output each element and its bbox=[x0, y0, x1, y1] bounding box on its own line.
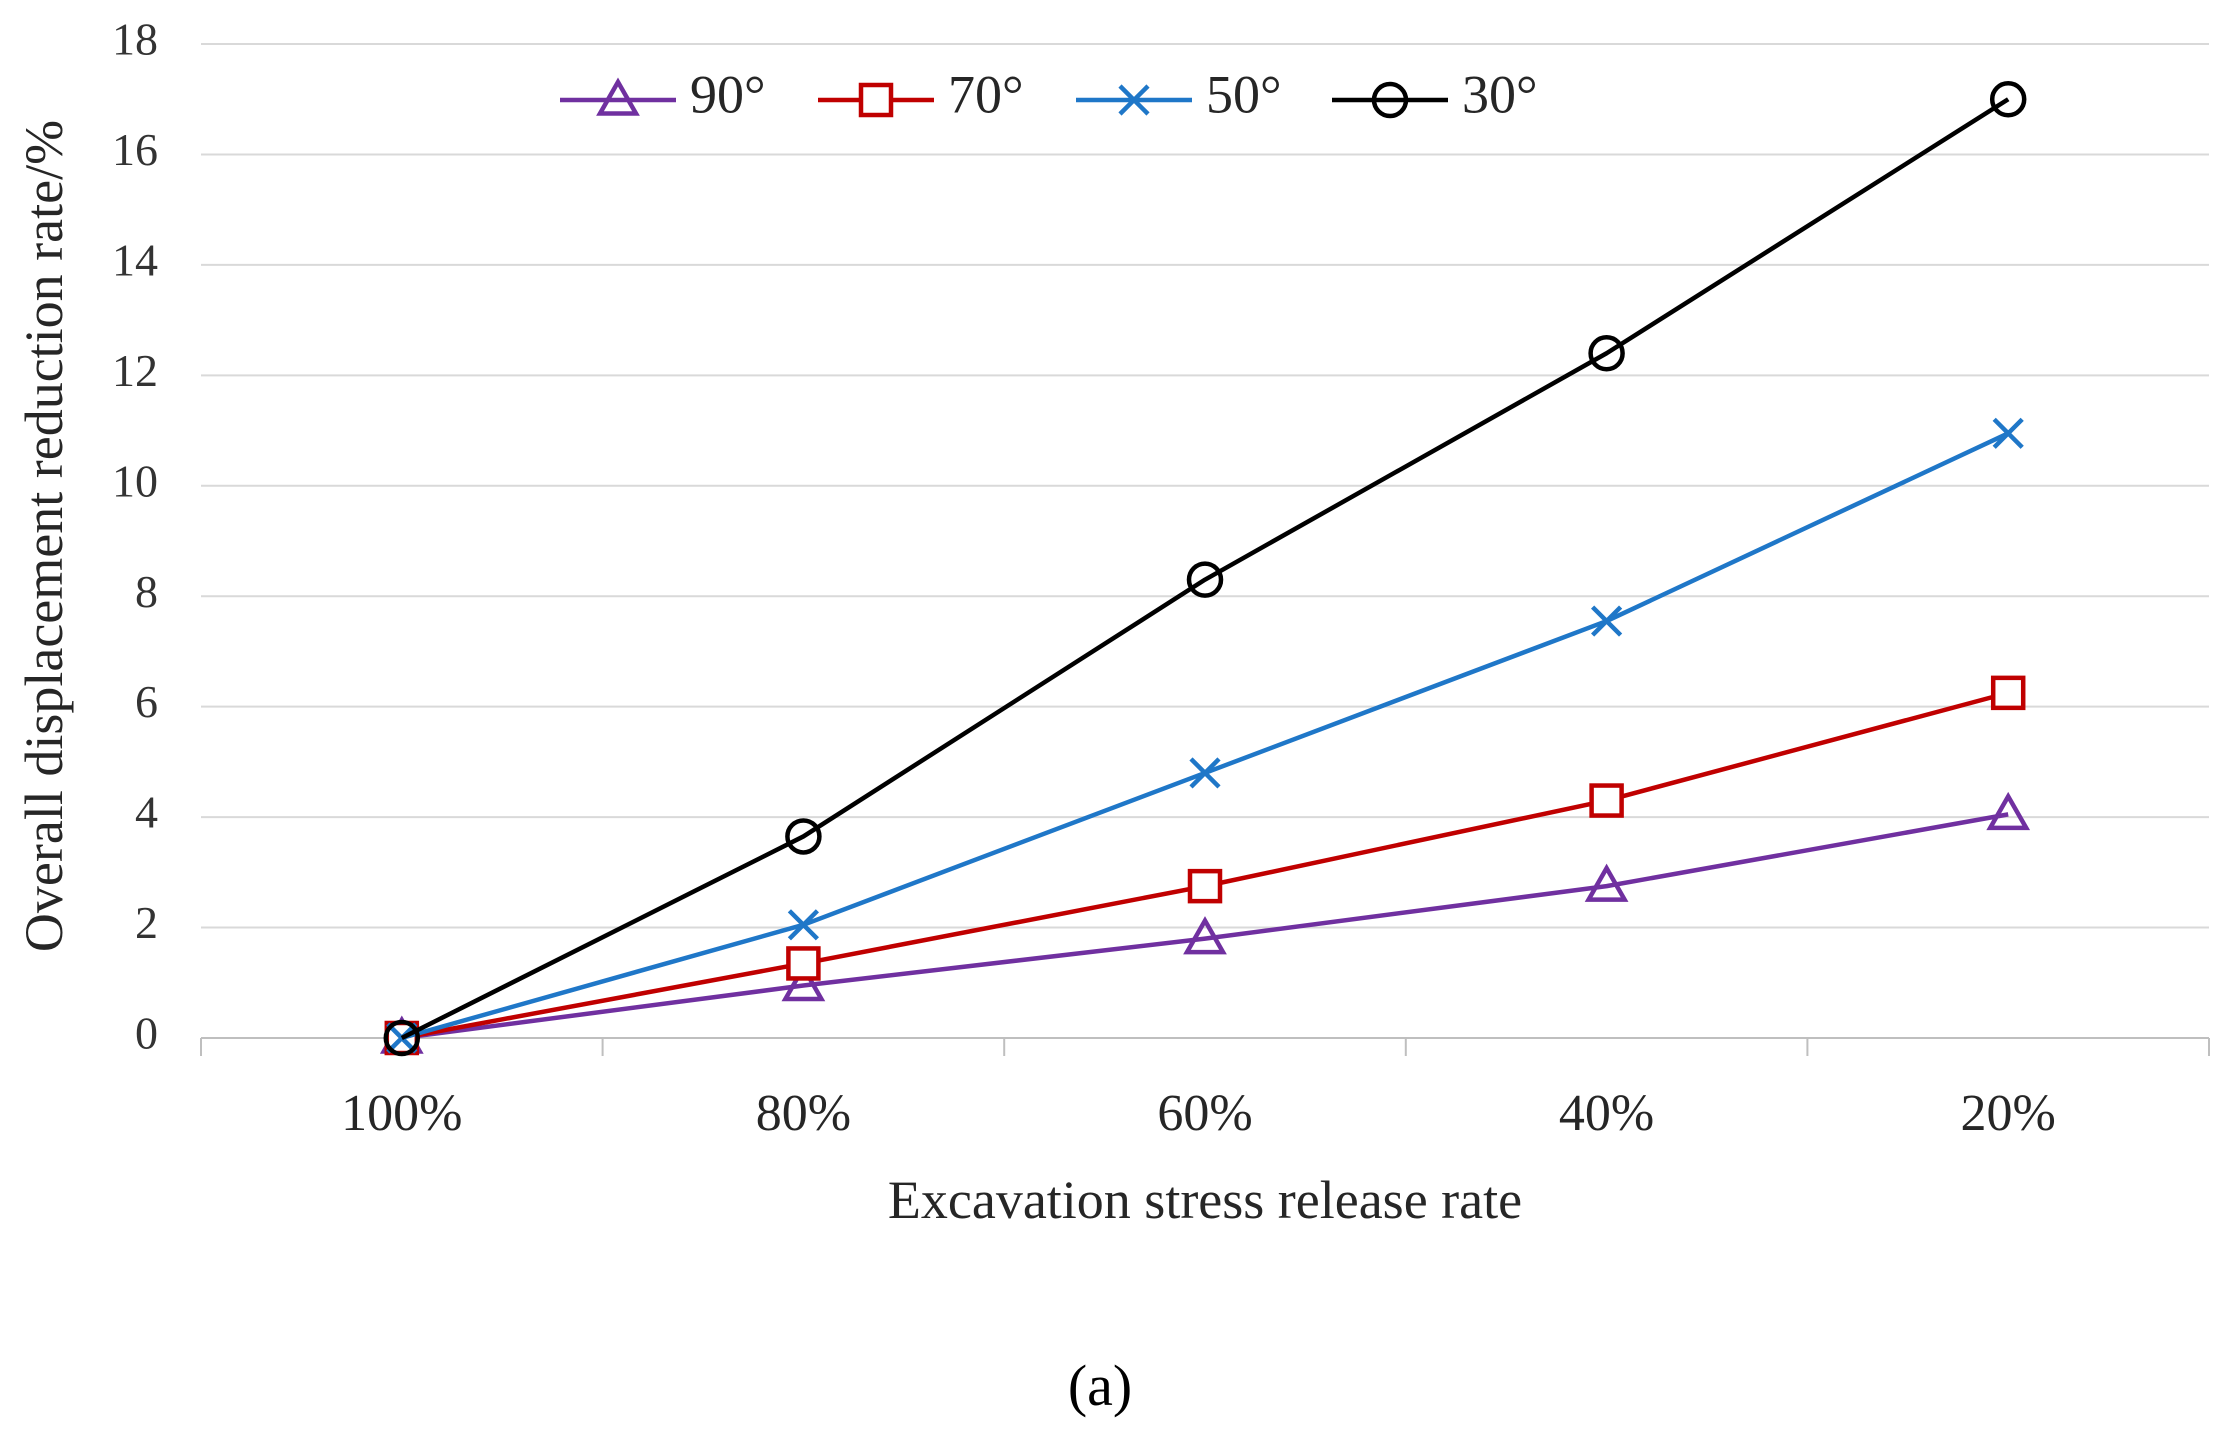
data-point-3-3 bbox=[1588, 334, 1625, 372]
data-point-2-2 bbox=[1189, 757, 1221, 789]
y-axis-title: Overall displacement reduction rate/% bbox=[14, 120, 74, 952]
data-point-3-2 bbox=[1186, 561, 1224, 598]
figure-caption: (a) bbox=[1068, 1353, 1132, 1418]
x-axis: 100% 80% 60% 40% 20% bbox=[200, 1037, 2210, 1142]
legend-label-3: 30° bbox=[1462, 64, 1538, 124]
data-point-1-2 bbox=[1187, 868, 1223, 904]
data-point-0-2 bbox=[1183, 916, 1227, 955]
legend-label-0: 90° bbox=[690, 64, 766, 124]
series-3 bbox=[383, 80, 2027, 1057]
gridlines bbox=[201, 43, 2209, 929]
y-tick-label-6: 6 bbox=[135, 676, 158, 727]
y-axis: 0 2 4 6 8 10 12 14 16 18 bbox=[112, 14, 158, 1059]
y-tick-label-16: 16 bbox=[112, 124, 158, 175]
data-point-0-3 bbox=[1584, 863, 1629, 902]
legend-label-1: 70° bbox=[948, 64, 1024, 124]
series-2 bbox=[386, 417, 2024, 1054]
x-tick-label-4: 20% bbox=[1961, 1085, 2056, 1142]
data-point-1-1 bbox=[786, 946, 821, 981]
y-tick-label-18: 18 bbox=[112, 14, 158, 65]
data-point-1-4 bbox=[1990, 675, 2026, 711]
data-point-3-4 bbox=[1989, 80, 2027, 118]
x-axis-title: Excavation stress release rate bbox=[888, 1170, 1522, 1230]
data-point-3-0 bbox=[383, 1019, 421, 1057]
legend-marker-2 bbox=[1118, 84, 1150, 116]
data-point-0-1 bbox=[781, 963, 826, 1002]
data-point-2-1 bbox=[787, 909, 819, 941]
legend-label-2: 50° bbox=[1206, 64, 1282, 124]
x-tick-label-0: 100% bbox=[341, 1085, 462, 1142]
data-point-2-3 bbox=[1591, 605, 1623, 637]
y-tick-label-14: 14 bbox=[112, 234, 158, 285]
data-point-3-1 bbox=[785, 818, 822, 855]
legend: 90° 70° 50° 30° bbox=[560, 64, 1538, 124]
legend-item-2: 50° bbox=[1076, 64, 1282, 124]
series-1 bbox=[384, 675, 2026, 1056]
legend-marker-1 bbox=[858, 82, 894, 118]
series-line-0 bbox=[401, 812, 2009, 1041]
x-tick-label-3: 40% bbox=[1559, 1085, 1654, 1142]
data-point-2-4 bbox=[1992, 417, 2024, 449]
legend-item-1: 70° bbox=[818, 64, 1024, 124]
x-tick-label-1: 80% bbox=[756, 1085, 851, 1142]
series-line-2 bbox=[401, 431, 2010, 1041]
legend-marker-0 bbox=[596, 77, 640, 116]
legend-item-3: 30° bbox=[1332, 64, 1538, 124]
x-tick-label-2: 60% bbox=[1157, 1085, 1252, 1142]
y-tick-label-2: 2 bbox=[135, 897, 158, 948]
y-tick-label-4: 4 bbox=[135, 787, 158, 838]
series-line-1 bbox=[401, 690, 2009, 1041]
y-tick-label-12: 12 bbox=[112, 345, 158, 396]
y-tick-label-8: 8 bbox=[135, 566, 158, 617]
series-layer bbox=[379, 80, 2031, 1057]
y-tick-label-10: 10 bbox=[112, 455, 158, 506]
legend-marker-3 bbox=[1371, 81, 1409, 119]
series-line-3 bbox=[400, 97, 2010, 1041]
legend-item-0: 90° bbox=[560, 64, 766, 124]
data-point-0-4 bbox=[1986, 791, 2031, 831]
data-point-1-3 bbox=[1589, 783, 1624, 818]
y-tick-label-0: 0 bbox=[135, 1008, 158, 1059]
